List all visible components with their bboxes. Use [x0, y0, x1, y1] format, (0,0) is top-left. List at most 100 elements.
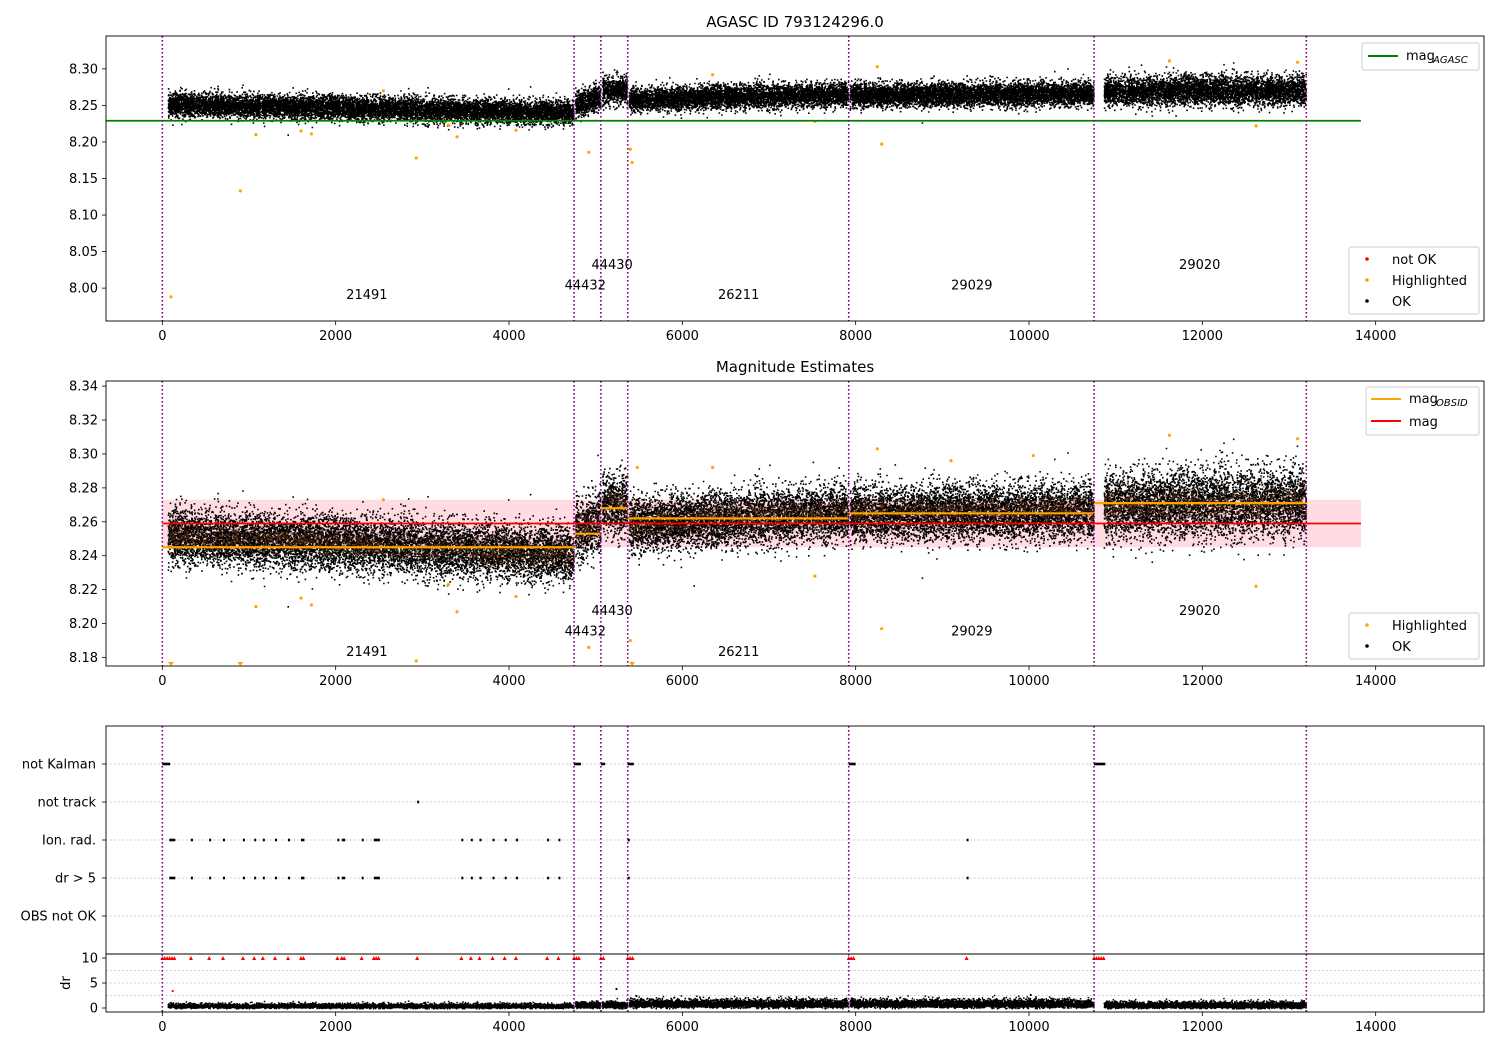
legend-highlighted-label-2: Highlighted — [1392, 619, 1467, 634]
flag-mark — [492, 838, 495, 842]
mag-highlighted-point — [455, 610, 459, 614]
dr-xtick-label: 10000 — [1008, 1020, 1049, 1035]
legend-ok-label: OK — [1392, 295, 1411, 310]
flag-mark — [242, 838, 245, 842]
dr-xtick-label: 2000 — [319, 1020, 352, 1035]
dr-capped-marker — [335, 956, 340, 960]
agasc-ok-points — [167, 84, 575, 136]
dr-capped-marker — [172, 956, 177, 960]
mag-xtick-label: 8000 — [839, 674, 872, 689]
flag-category-label: not Kalman — [22, 758, 96, 773]
mag-obsid-label: 29029 — [951, 624, 992, 639]
flag-category-label: Ion. rad. — [42, 834, 96, 849]
mag-core-points — [575, 508, 602, 549]
agasc-ytick-label: 8.20 — [69, 135, 98, 150]
mag-core-points — [601, 482, 629, 526]
flag-mark — [373, 838, 380, 842]
agasc-ok-points — [849, 68, 1095, 124]
dr-capped-marker — [301, 956, 306, 960]
flag-mark — [848, 762, 856, 766]
mag-ytick-label: 8.28 — [69, 481, 98, 496]
panel-dr: 0 2000 4000 6000 8000 10000 12000 14000 0 5 10 dr — [59, 952, 1485, 1035]
mag-ok-points — [574, 454, 602, 571]
dr-points — [601, 997, 629, 1010]
mag-ytick-label: 8.30 — [69, 447, 98, 462]
dr-ytick-label: 5 — [90, 977, 98, 992]
dr-capped-marker — [415, 956, 420, 960]
agasc-xtick-label: 10000 — [1008, 329, 1049, 344]
legend-not-ok-marker — [1365, 257, 1369, 261]
agasc-highlighted-point — [381, 89, 385, 93]
mag-highlighted-point — [309, 603, 313, 607]
mag-ok-points — [601, 459, 629, 548]
flag-mark — [504, 876, 507, 880]
mag-xtick-label: 10000 — [1008, 674, 1049, 689]
agasc-highlighted-point — [254, 133, 258, 137]
dr-capped-marker — [459, 956, 464, 960]
agasc-highlighted-point — [1167, 59, 1171, 63]
agasc-obsid-label: 44430 — [591, 258, 632, 273]
dr-points — [849, 994, 1095, 1010]
agasc-highlighted-point — [1254, 124, 1258, 128]
agasc-ok-points — [574, 79, 602, 123]
agasc-highlighted-point — [875, 65, 879, 69]
mag-xtick-label: 4000 — [492, 674, 525, 689]
flag-mark — [479, 838, 482, 842]
dr-outlier-point — [635, 994, 638, 998]
flag-mark — [361, 838, 364, 842]
mag-obsid-label: 26211 — [718, 645, 759, 660]
flag-mark — [558, 838, 561, 842]
flag-mark — [361, 876, 364, 880]
dr-capped-marker — [376, 956, 381, 960]
mag-ytick-label: 8.32 — [69, 414, 98, 429]
dr-ytick-label: 10 — [81, 952, 98, 967]
flag-mark — [515, 838, 518, 842]
agasc-ytick-label: 8.05 — [69, 245, 98, 260]
agasc-highlighted-point — [514, 128, 518, 132]
agasc-highlighted-point — [414, 156, 418, 160]
dr-capped-marker — [576, 956, 581, 960]
flag-mark — [254, 876, 257, 880]
flag-mark — [262, 838, 265, 842]
mag-ok-points — [849, 452, 1095, 579]
mag-ytick-label: 8.26 — [69, 515, 98, 530]
agasc-xtick-label: 14000 — [1355, 329, 1396, 344]
agasc-ok-points — [628, 73, 850, 119]
agasc-highlighted-point — [880, 142, 884, 146]
legend-ok-label-2: OK — [1392, 640, 1411, 655]
flag-mark — [223, 838, 225, 842]
dr-capped-marker — [851, 956, 856, 960]
mag-highlighted-point — [381, 498, 385, 502]
agasc-highlighted-point — [238, 189, 242, 193]
flag-mark — [479, 876, 482, 880]
dr-capped-marker — [286, 956, 290, 960]
flag-mark — [169, 838, 176, 842]
legend-mag-agasc-label: mag — [1406, 49, 1435, 64]
flag-mark — [162, 762, 171, 766]
flag-mark — [301, 838, 305, 842]
legend-highlighted-marker-2 — [1365, 623, 1369, 627]
mag-highlighted-point — [949, 459, 953, 463]
flag-mark — [341, 838, 346, 842]
dr-outlier-point — [851, 998, 854, 1001]
agasc-xtick-label: 12000 — [1182, 329, 1223, 344]
agasc-highlighted-point — [587, 150, 591, 154]
agasc-xtick-label: 6000 — [666, 329, 699, 344]
mag-ytick-label: 8.22 — [69, 583, 98, 598]
mag-ytick-label: 8.24 — [69, 549, 98, 564]
mag-highlighted-point — [414, 659, 418, 663]
dr-outlier-point — [615, 987, 618, 991]
agasc-xtick-label: 4000 — [492, 329, 525, 344]
dr-capped-marker — [252, 956, 257, 960]
agasc-obsid-label: 21491 — [346, 288, 387, 303]
mag-core-points — [628, 497, 849, 544]
legend-not-ok-label: not OK — [1392, 253, 1437, 268]
agasc-highlighted-point — [711, 73, 715, 77]
dr-capped-marker — [359, 956, 364, 960]
mag-clipped-marker — [629, 662, 636, 666]
dr-xtick-label: 8000 — [839, 1020, 872, 1035]
agasc-highlighted-point — [628, 147, 632, 151]
mag-highlighted-point — [299, 596, 303, 600]
legend-ok-marker-2 — [1365, 644, 1369, 648]
